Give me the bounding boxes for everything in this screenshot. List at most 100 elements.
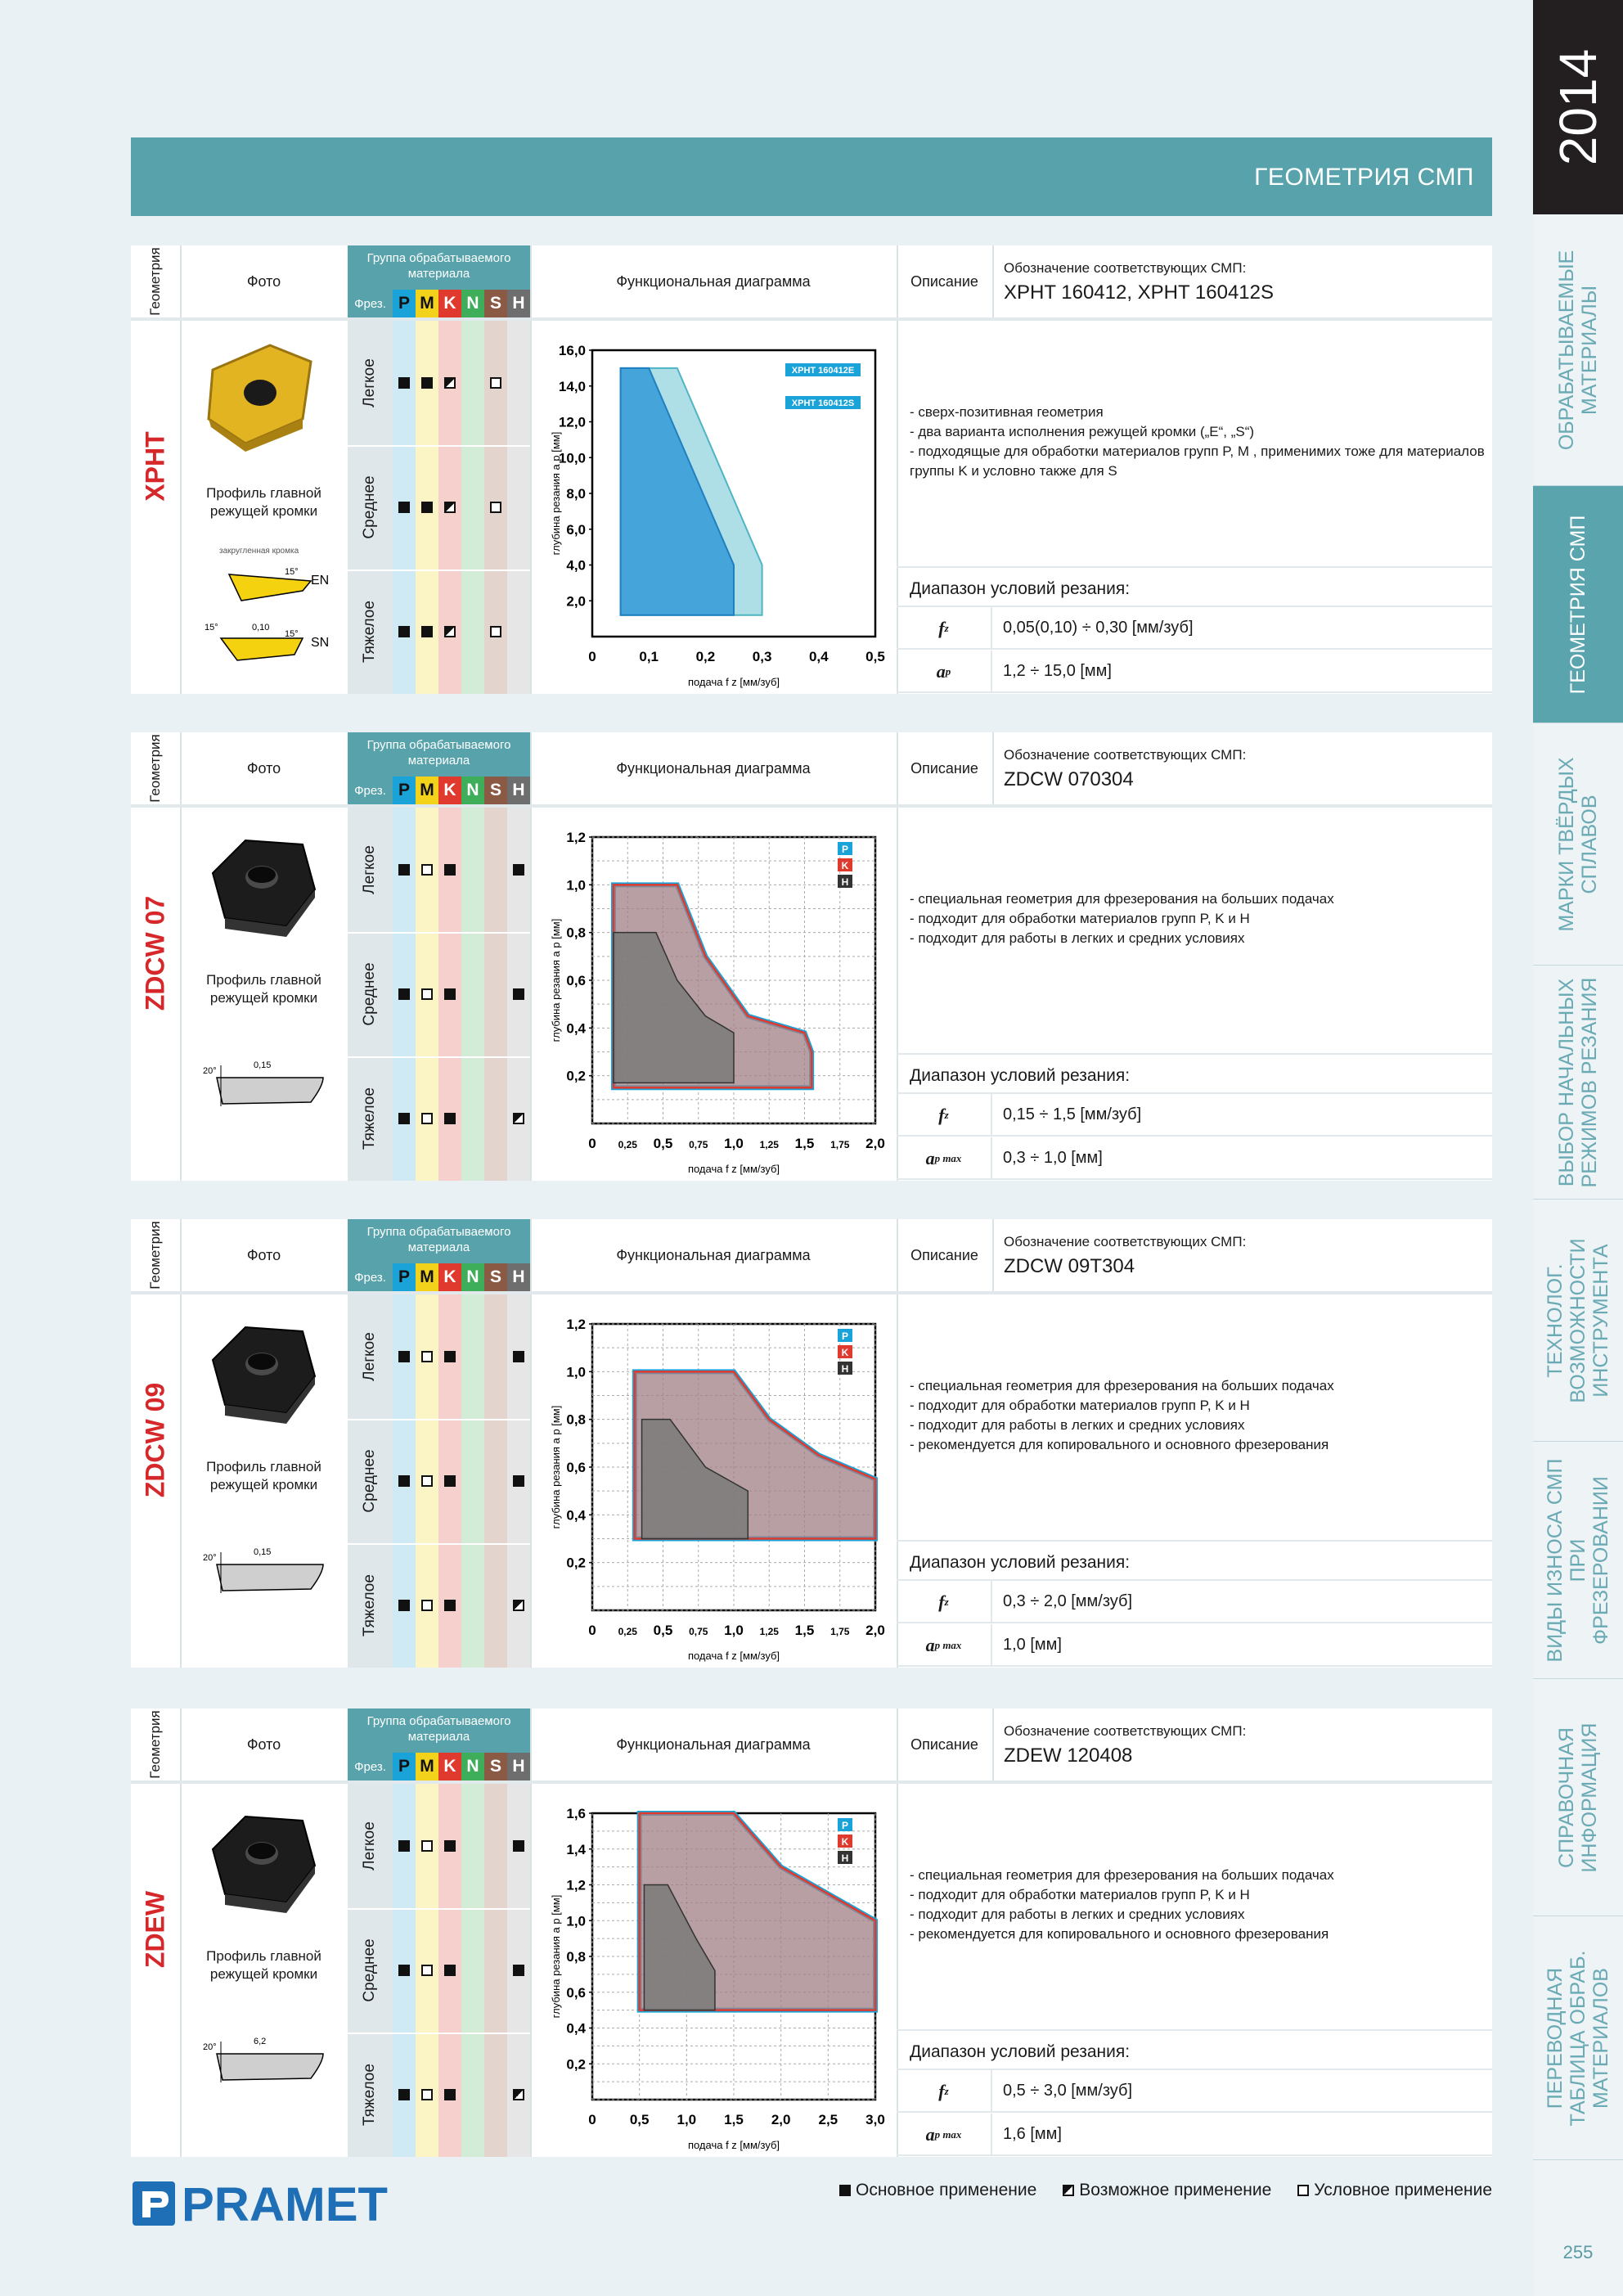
profile-angle-label: 15° bbox=[285, 567, 299, 577]
x-tick-label: 0,1 bbox=[639, 649, 659, 664]
insert-block-2: Геометрия Фото Группа обрабатываемого мате… bbox=[131, 732, 1492, 1181]
sidebar-tab-carbide-grades[interactable]: МАРКИ ТВЁРДЫХ СПЛАВОВ bbox=[1533, 723, 1623, 966]
application-marker-full bbox=[513, 1351, 524, 1362]
operation-label: Среднее bbox=[361, 962, 378, 1026]
application-marker-full bbox=[398, 1600, 410, 1611]
logo-text: PRAMET bbox=[182, 2178, 388, 2231]
operation-strip bbox=[348, 1294, 393, 1668]
application-marker-full bbox=[444, 1600, 456, 1611]
x-tick-label: 1,5 bbox=[795, 1136, 815, 1151]
material-column-s bbox=[484, 808, 507, 1181]
y-axis-label: глубина резания a p [мм] bbox=[550, 1406, 562, 1529]
sidebar-tab-reference[interactable]: СПРАВОЧНАЯ ИНФОРМАЦИЯ bbox=[1533, 1679, 1623, 1916]
col-header-geometry-label: Геометрия bbox=[147, 1221, 163, 1290]
col-header-description: Описание bbox=[910, 1246, 978, 1263]
application-marker-full bbox=[513, 1840, 524, 1852]
col-header-description: Описание bbox=[910, 759, 978, 777]
sidebar-tab-geometry[interactable]: ГЕОМЕТРИЯ СМП bbox=[1533, 486, 1623, 723]
designation-value: ZDEW 120408 bbox=[1004, 1745, 1133, 1767]
param-value: 0,05(0,10) ÷ 0,30 [мм/зуб] bbox=[1003, 619, 1194, 637]
profile-angle-label: 20° bbox=[203, 1553, 217, 1563]
x-tick-label: 0 bbox=[588, 649, 596, 664]
material-group-title: Группа обрабатываемого материала bbox=[366, 251, 511, 281]
x-tick-label: 1,75 bbox=[830, 1626, 850, 1637]
param-symbol-subscript: z bbox=[944, 1596, 949, 1608]
description-item: - подходящые для обработки материалов гр… bbox=[910, 443, 1485, 459]
material-group-p: P bbox=[393, 290, 416, 317]
y-tick-label: 0,2 bbox=[566, 2056, 586, 2072]
x-tick-label: 2,0 bbox=[771, 2112, 791, 2127]
cutting-range-title: Диапазон условий резания: bbox=[897, 1540, 1492, 1581]
x-tick-label: 1,5 bbox=[724, 2112, 744, 2127]
column-divider bbox=[897, 732, 898, 1181]
insert-edge bbox=[225, 889, 315, 937]
series-area-h bbox=[643, 1884, 716, 2011]
insert-designation: Обозначение соответствующих СМП: ZDEW 120… bbox=[992, 1708, 1492, 1781]
col-header-geometry: Геометрия bbox=[131, 732, 180, 804]
param-symbol-subscript: z bbox=[944, 1109, 949, 1121]
cutting-param-row: f z 0,3 ÷ 2,0 [мм/зуб] bbox=[897, 1581, 1492, 1623]
col-header-diagram: Функциональная диаграмма bbox=[616, 759, 811, 777]
cutting-param-row: a p 1,2 ÷ 15,0 [мм] bbox=[897, 651, 1492, 693]
operation-label: Среднее bbox=[361, 1938, 378, 2002]
column-divider bbox=[530, 1708, 532, 2157]
legend-swatch-k bbox=[838, 1835, 852, 1848]
y-tick-label: 0,4 bbox=[566, 2021, 586, 2037]
column-divider bbox=[180, 732, 182, 1181]
insert-photo-area: Профиль главной режущей кромки 20° 0,15 bbox=[180, 1294, 348, 1668]
profile-width-label: 0,15 bbox=[254, 1547, 271, 1557]
y-tick-label: 14,0 bbox=[559, 379, 586, 394]
sidebar-tab-cutting-modes[interactable]: ВЫБОР НАЧАЛЬНЫХ РЕЖИМОВ РЕЗАНИЯ bbox=[1533, 966, 1623, 1200]
application-marker-full bbox=[513, 1965, 524, 1976]
param-symbol-subscript: z bbox=[944, 622, 949, 634]
insert-photo bbox=[211, 839, 317, 937]
param-value: 1,0 [мм] bbox=[1003, 1636, 1062, 1654]
col-header-photo: Фото bbox=[246, 759, 281, 777]
cutting-edge-profile: 20° 0,15 bbox=[203, 1547, 324, 1593]
functional-diagram: PKH 0,2 0,4 0,6 0,8 1,0 1,2 1,4 1,6 0 0,5 1,0 1,5 2,0… bbox=[550, 1806, 885, 2151]
material-column-n bbox=[461, 1784, 484, 2157]
description-item: - два варианта исполнения режущей кромки… bbox=[910, 424, 1255, 439]
col-header-diagram: Функциональная диаграмма bbox=[616, 1246, 811, 1263]
designation-value: XPHT 160412, XPHT 160412S bbox=[1004, 281, 1274, 304]
col-header-geometry: Геометрия bbox=[131, 1708, 180, 1781]
operation-divider bbox=[348, 1543, 530, 1545]
sidebar-tab-materials[interactable]: ОБРАБАТЫВАЕМЫЕ МАТЕРИАЛЫ bbox=[1533, 214, 1623, 486]
x-tick-label: 3,0 bbox=[865, 2112, 885, 2127]
geometry-name: ZDEW bbox=[140, 1890, 170, 1969]
sidebar-tab-wear-types[interactable]: ВИДЫ ИЗНОСА СМП ПРИ ФРЕЗЕРОВАНИИ bbox=[1533, 1442, 1623, 1679]
application-marker-full bbox=[444, 1475, 456, 1487]
sidebar-tab-tool-capabilities[interactable]: ТЕХНОЛОГ. ВОЗМОЖНОСТИ ИНСТРУМЕНТА bbox=[1533, 1200, 1623, 1442]
sidebar-tab-label: СПРАВОЧНАЯ ИНФОРМАЦИЯ bbox=[1555, 1722, 1601, 1872]
sidebar-tab-conversion-table[interactable]: ПЕРЕВОДНАЯ ТАБЛИЦА ОБРАБ. МАТЕРИАЛОВ bbox=[1533, 1916, 1623, 2160]
material-group-m: M bbox=[416, 290, 438, 317]
param-value: 0,3 ÷ 2,0 [мм/зуб] bbox=[1003, 1592, 1133, 1610]
x-axis-label: подача f z [мм/зуб] bbox=[688, 1650, 780, 1662]
functional-diagram: PKH 0,2 0,4 0,6 0,8 1,0 1,2 0 0,25 0,5 0,75 1,0 1,25… bbox=[550, 1317, 885, 1662]
column-divider bbox=[897, 245, 898, 694]
profile-label: Профиль главной режущей кромки bbox=[206, 1459, 321, 1492]
y-tick-label: 10,0 bbox=[559, 450, 586, 466]
application-marker-full bbox=[421, 377, 433, 389]
column-divider bbox=[530, 245, 532, 694]
series-area-h bbox=[641, 1418, 749, 1540]
sidebar-tab-label: ПЕРЕВОДНАЯ ТАБЛИЦА ОБРАБ. МАТЕРИАЛОВ bbox=[1544, 1950, 1612, 2126]
legend-conditional-label: Условное применение bbox=[1314, 2181, 1492, 2199]
col-header-geometry-label: Геометрия bbox=[147, 734, 163, 803]
y-tick-label: 12,0 bbox=[559, 415, 586, 430]
application-marker-full bbox=[398, 1475, 410, 1487]
y-axis-label: глубина резания a p [мм] bbox=[550, 432, 562, 556]
x-tick-label: 0,2 bbox=[696, 649, 716, 664]
param-value: 1,6 [мм] bbox=[1003, 2125, 1062, 2143]
insert-photo-area: Профиль главной режущей кромки 20° 0,15 bbox=[180, 808, 348, 1181]
application-marker-empty bbox=[421, 2089, 433, 2100]
milling-label: Фрез. bbox=[354, 1759, 386, 1774]
y-tick-label: 2,0 bbox=[566, 593, 586, 609]
col-header-photo: Фото bbox=[246, 1246, 281, 1263]
description-item: - подходит для работы в легких и средних… bbox=[910, 1417, 1245, 1433]
sidebar-tab-label: МАРКИ ТВЁРДЫХ СПЛАВОВ bbox=[1555, 756, 1601, 932]
insert-photo-area: Профиль главной режущей кромки 20° 6,2 bbox=[180, 1784, 348, 2157]
column-divider bbox=[897, 1708, 898, 2157]
col-header-diagram: Функциональная диаграмма bbox=[616, 272, 811, 290]
